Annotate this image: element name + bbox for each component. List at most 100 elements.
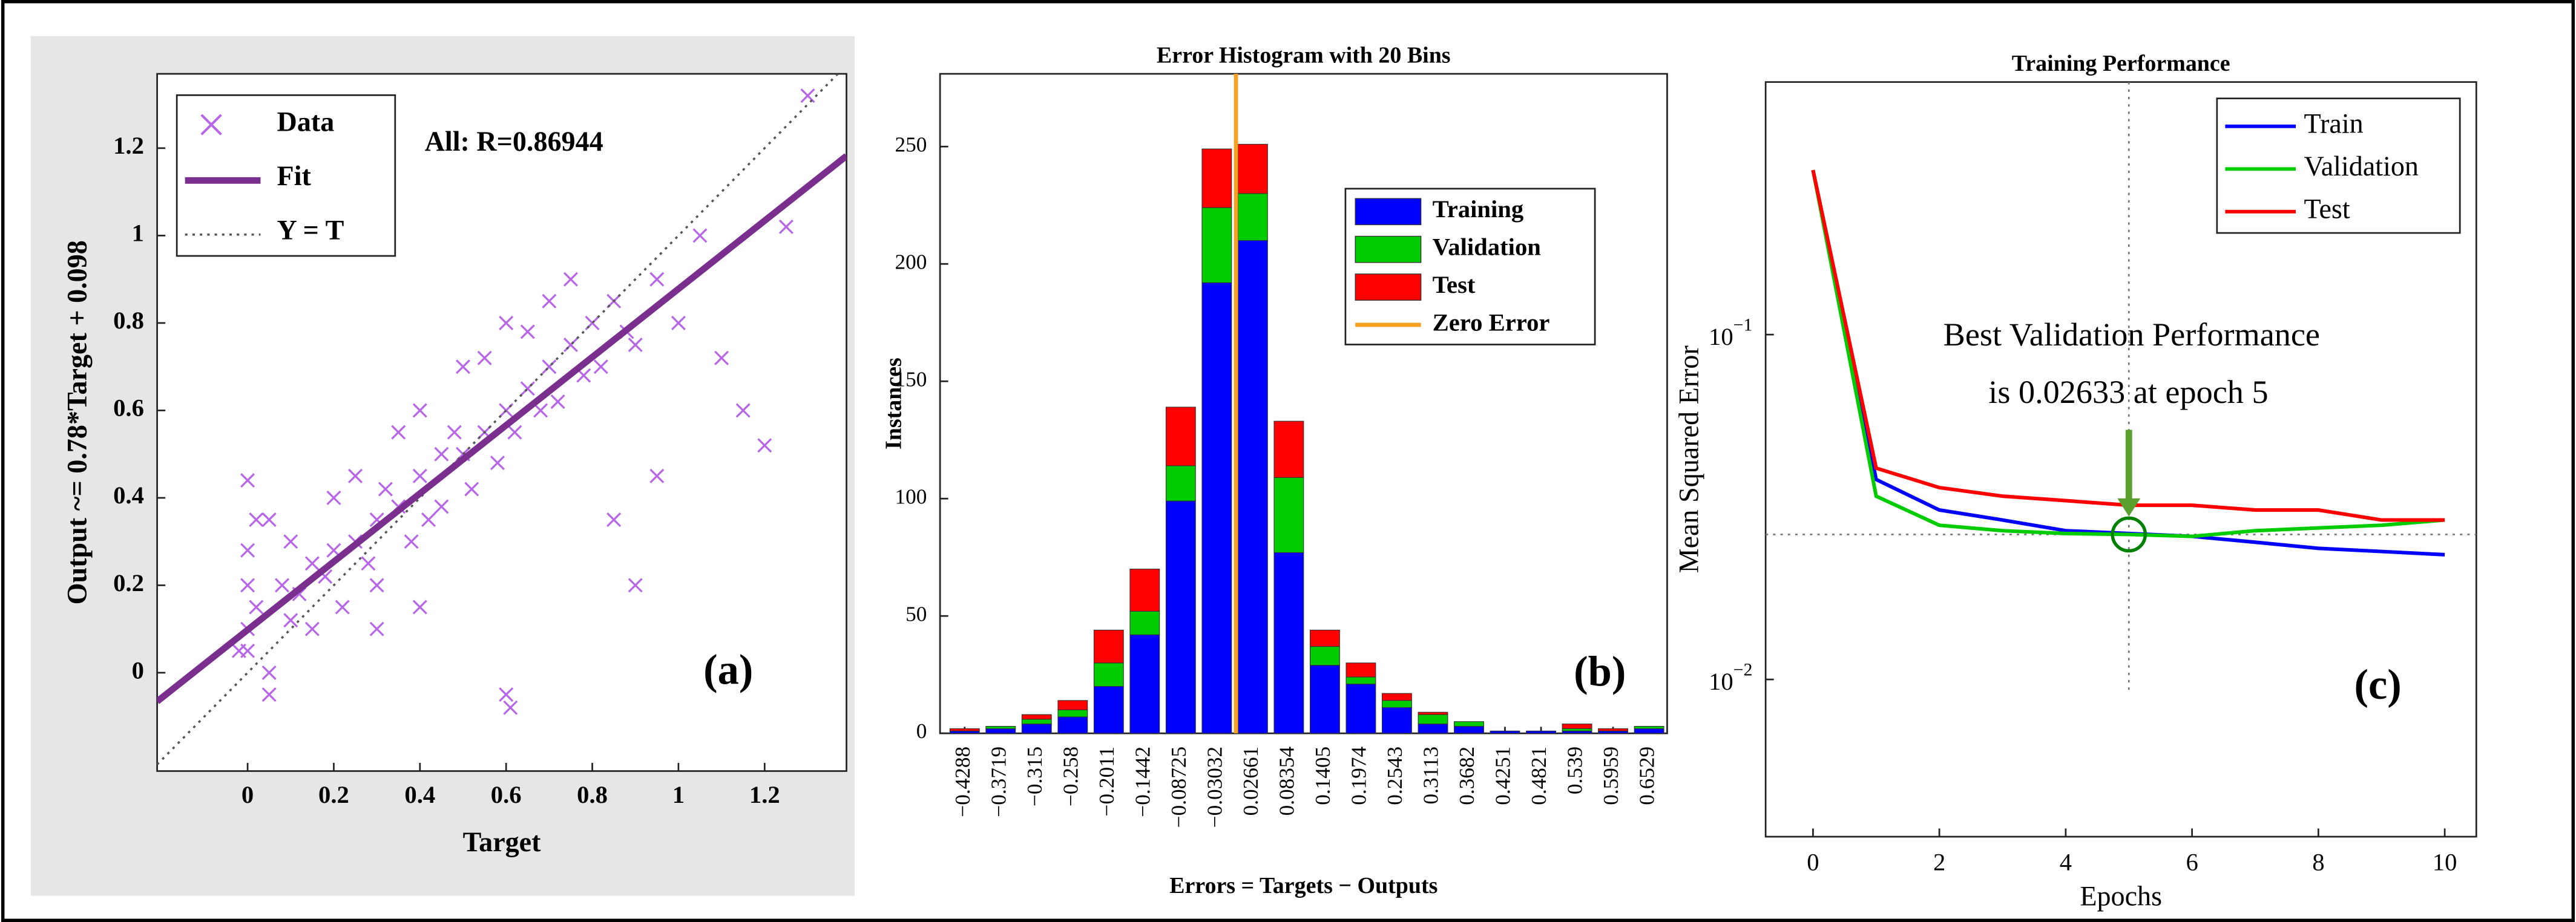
data-point bbox=[304, 556, 320, 571]
x-tick-label: 6 bbox=[2186, 848, 2198, 875]
data-point bbox=[714, 350, 729, 365]
data-point bbox=[800, 88, 815, 103]
data-point bbox=[348, 468, 363, 483]
data-point bbox=[412, 468, 427, 483]
x-tick-label: −0.315 bbox=[1023, 747, 1046, 806]
data-point bbox=[335, 600, 350, 615]
data-point bbox=[520, 324, 535, 339]
bar-segment bbox=[1454, 721, 1484, 727]
legend-swatch bbox=[1355, 273, 1422, 301]
plot-area bbox=[156, 73, 847, 772]
panel-label: (c) bbox=[2354, 661, 2401, 708]
bar-segment bbox=[1634, 728, 1664, 734]
identity-line bbox=[157, 74, 840, 765]
bar-segment bbox=[1418, 714, 1448, 725]
x-tick-label: 1 bbox=[672, 781, 685, 808]
y-tick-label: 1.2 bbox=[113, 132, 144, 159]
x-tick-label: 0.4251 bbox=[1491, 747, 1515, 805]
bar-segment bbox=[1310, 629, 1340, 647]
data-point bbox=[671, 315, 686, 330]
x-tick-label: −0.08725 bbox=[1167, 747, 1191, 828]
data-point bbox=[456, 359, 471, 374]
data-point bbox=[757, 438, 772, 453]
data-point bbox=[563, 272, 578, 287]
data-point bbox=[231, 643, 246, 658]
data-point bbox=[464, 482, 479, 497]
legend-marker bbox=[200, 114, 222, 136]
data-point bbox=[533, 403, 548, 418]
data-point bbox=[404, 534, 419, 549]
x-tick-label: 0.3682 bbox=[1455, 747, 1479, 805]
best-marker bbox=[2111, 516, 2147, 553]
data-point bbox=[499, 687, 514, 702]
x-tick-label: 10 bbox=[2433, 848, 2457, 875]
x-tick-label: 0.2 bbox=[318, 781, 349, 808]
data-point bbox=[249, 512, 264, 528]
bar-segment bbox=[1381, 693, 1412, 701]
bar-segment bbox=[1598, 730, 1628, 734]
x-tick-label: 0.2543 bbox=[1383, 747, 1407, 805]
x-tick-label: 1.2 bbox=[749, 781, 780, 808]
bar-segment bbox=[1237, 143, 1268, 194]
bar-segment bbox=[1093, 629, 1124, 664]
bar-segment bbox=[1418, 724, 1448, 734]
annotation: Best Validation Performance bbox=[1944, 316, 2320, 353]
y-axis-label: Output ~= 0.78*Target + 0.098 bbox=[62, 240, 93, 604]
data-point bbox=[628, 338, 643, 353]
bar-segment bbox=[1310, 665, 1340, 734]
data-point bbox=[369, 621, 384, 636]
data-point bbox=[304, 621, 320, 636]
annotation: All: R=0.86944 bbox=[425, 126, 603, 157]
bar-segment bbox=[1021, 714, 1052, 720]
x-tick-label: 0.6529 bbox=[1635, 747, 1659, 805]
panel-label: (b) bbox=[1574, 648, 1626, 695]
x-tick-label: 0.02661 bbox=[1239, 747, 1263, 816]
data-point bbox=[369, 578, 384, 593]
data-point bbox=[692, 228, 708, 243]
y-tick-label: 1 bbox=[132, 220, 144, 247]
bar-segment bbox=[1093, 686, 1124, 734]
y-tick-label: 10−2 bbox=[1709, 659, 1752, 695]
bar-segment bbox=[985, 728, 1016, 734]
data-point bbox=[490, 456, 505, 471]
bar-segment bbox=[985, 725, 1016, 729]
bar-segment bbox=[1201, 148, 1232, 208]
data-point bbox=[261, 512, 277, 528]
data-point bbox=[778, 219, 794, 234]
bar-segment bbox=[1526, 730, 1556, 734]
bar-segment bbox=[1562, 724, 1592, 729]
bar-segment bbox=[1237, 240, 1268, 734]
x-tick-label: 0.08354 bbox=[1275, 746, 1298, 816]
data-point bbox=[391, 425, 406, 440]
legend-label: Validation bbox=[1433, 234, 1541, 261]
data-point bbox=[240, 473, 255, 488]
x-tick-label: −0.258 bbox=[1059, 747, 1082, 806]
x-tick-label: −0.1442 bbox=[1131, 747, 1154, 817]
chart-title: Training Performance bbox=[2012, 51, 2230, 76]
x-tick-label: 4 bbox=[2060, 848, 2072, 875]
bar-segment bbox=[949, 730, 980, 734]
data-point bbox=[240, 543, 255, 558]
legend-swatch bbox=[1355, 198, 1422, 226]
bar-segment bbox=[1057, 709, 1088, 718]
data-point bbox=[275, 578, 290, 593]
bar-segment bbox=[1021, 719, 1052, 725]
x-axis-label: Errors = Targets − Outputs bbox=[1169, 873, 1438, 898]
data-point bbox=[434, 446, 449, 462]
y-tick-label: 250 bbox=[895, 132, 927, 156]
y-axis-label: Mean Squared Error bbox=[1674, 345, 1704, 573]
legend-label: Zero Error bbox=[1433, 309, 1550, 336]
data-point bbox=[412, 403, 427, 418]
best-arrow bbox=[2117, 430, 2141, 517]
bar-segment bbox=[1129, 634, 1160, 734]
legend-label: Test bbox=[1433, 271, 1476, 298]
x-tick-label: 0.1405 bbox=[1311, 747, 1335, 805]
y-tick-label: 0 bbox=[132, 656, 144, 684]
plot-clip bbox=[157, 74, 847, 765]
bar-segment bbox=[1346, 684, 1376, 734]
bar-segment bbox=[1273, 477, 1304, 553]
y-axis-label: Instances bbox=[881, 358, 907, 450]
data-point bbox=[283, 613, 298, 628]
legend-label: Validation bbox=[2304, 151, 2419, 181]
data-point bbox=[542, 293, 557, 309]
